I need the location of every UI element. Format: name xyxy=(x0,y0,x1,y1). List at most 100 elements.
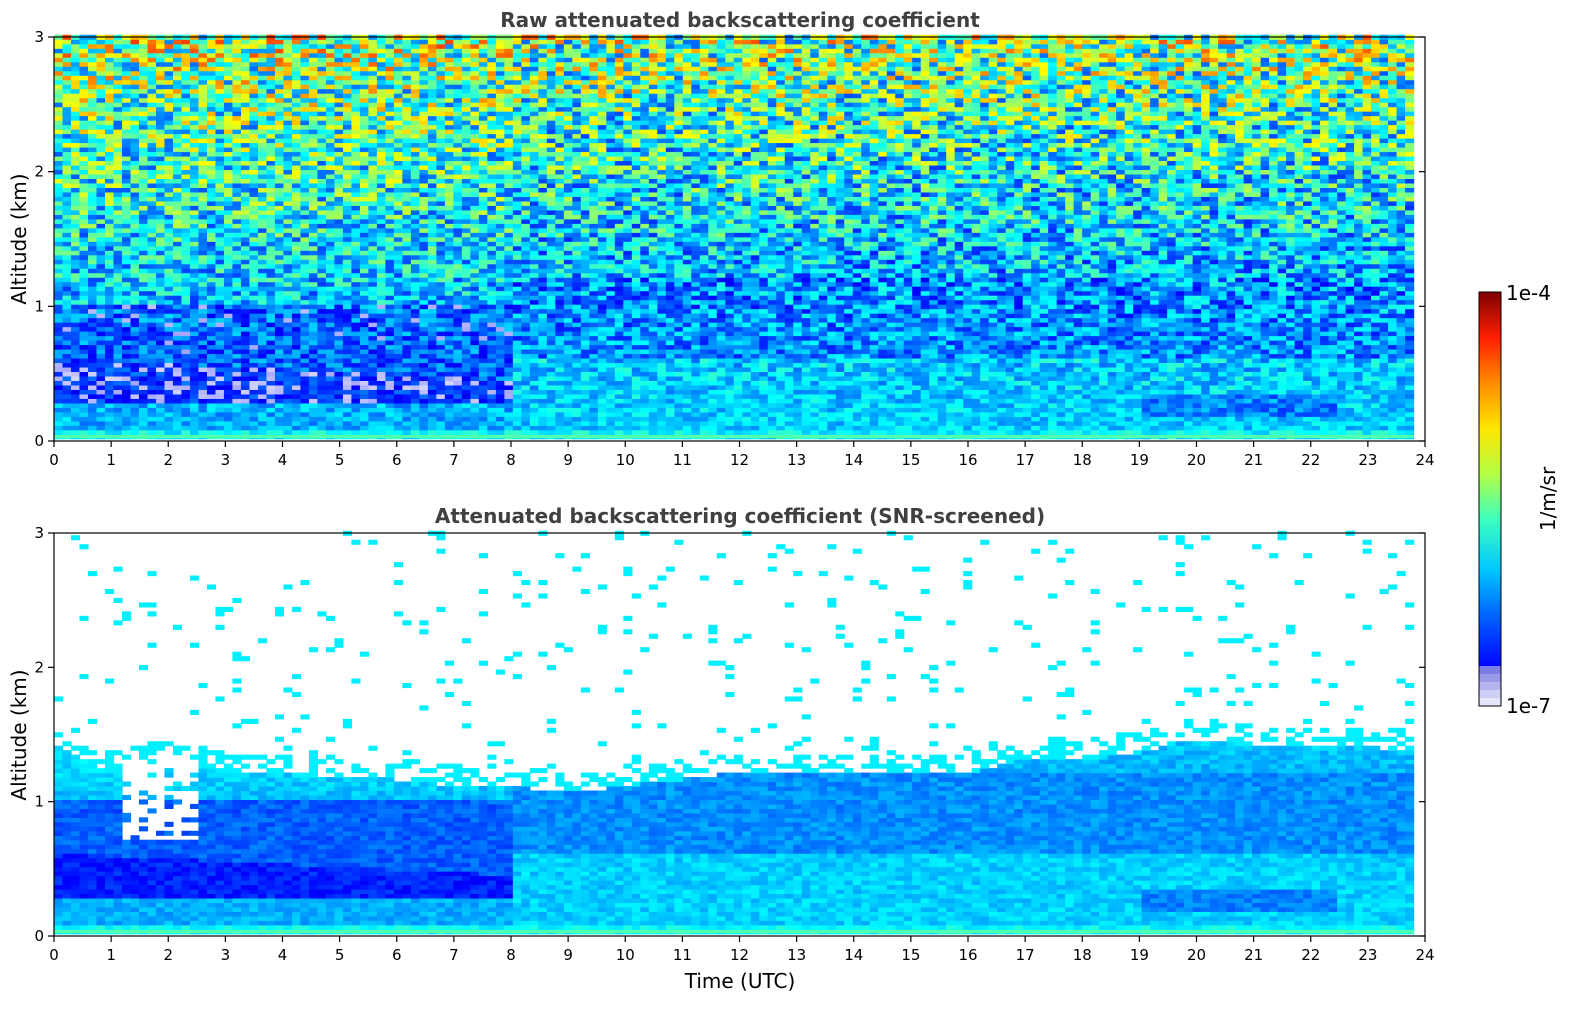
heatmap-cell xyxy=(104,200,115,206)
heatmap-cell xyxy=(376,39,386,45)
heatmap-cell xyxy=(461,232,471,238)
heatmap-cell xyxy=(274,335,285,341)
heatmap-cell xyxy=(283,295,293,301)
heatmap-cell xyxy=(283,304,293,310)
heatmap-cell xyxy=(249,205,259,211)
heatmap-cell xyxy=(402,106,412,112)
heatmap-cell xyxy=(317,75,327,81)
heatmap-cell xyxy=(393,411,403,417)
heatmap-cell xyxy=(470,133,480,139)
heatmap-cell xyxy=(334,88,344,94)
heatmap-cell xyxy=(325,326,336,332)
heatmap-cell xyxy=(274,155,285,162)
heatmap-cell xyxy=(359,187,369,193)
heatmap-cell xyxy=(461,331,471,337)
heatmap-cell xyxy=(121,281,132,287)
heatmap-cell xyxy=(164,254,174,260)
heatmap-cell xyxy=(172,295,183,301)
heatmap-cell xyxy=(487,398,497,404)
heatmap-cell xyxy=(104,124,115,130)
heatmap-cell xyxy=(70,348,81,355)
heatmap-cell xyxy=(87,331,98,337)
heatmap-cell xyxy=(198,317,208,323)
heatmap-cell xyxy=(189,209,200,215)
heatmap-cell xyxy=(206,133,217,139)
heatmap-cell xyxy=(164,277,174,283)
heatmap-cell xyxy=(198,326,208,332)
heatmap-cell xyxy=(385,232,395,238)
heatmap-cell xyxy=(291,326,302,332)
heatmap-cell xyxy=(96,205,106,211)
heatmap-cell xyxy=(266,57,276,63)
heatmap-cell xyxy=(334,191,344,197)
heatmap-cell xyxy=(402,290,412,296)
heatmap-cell xyxy=(164,200,174,206)
heatmap-cell xyxy=(96,344,106,350)
heatmap-cell xyxy=(419,313,429,319)
heatmap-cell xyxy=(376,407,386,413)
heatmap-cell xyxy=(206,407,217,413)
heatmap-cell xyxy=(487,250,497,256)
heatmap-cell xyxy=(325,281,336,287)
heatmap-cell xyxy=(215,402,225,408)
heatmap-cell xyxy=(453,205,463,211)
heatmap-cell xyxy=(308,299,319,305)
heatmap-cell xyxy=(181,407,191,413)
heatmap-cell xyxy=(113,254,123,260)
heatmap-cell xyxy=(189,75,200,81)
heatmap-cell xyxy=(138,151,149,157)
heatmap-cell xyxy=(54,61,64,67)
heatmap-cell xyxy=(79,259,89,265)
heatmap-cell xyxy=(87,322,98,328)
heatmap-cell xyxy=(54,411,64,417)
heatmap-cell xyxy=(232,205,242,211)
heatmap-cell xyxy=(376,61,386,67)
heatmap-cell xyxy=(70,93,81,99)
heatmap-cell xyxy=(402,218,412,224)
heatmap-cell xyxy=(436,317,446,323)
heatmap-cell xyxy=(504,52,514,58)
heatmap-cell xyxy=(504,375,514,381)
heatmap-cell xyxy=(487,93,497,99)
panel-raw-heatmap xyxy=(54,34,1415,440)
heatmap-cell xyxy=(164,425,174,431)
heatmap-cell xyxy=(495,133,505,139)
heatmap-cell xyxy=(283,102,293,108)
heatmap-cell xyxy=(470,402,480,408)
heatmap-cell xyxy=(121,129,132,135)
heatmap-cell xyxy=(470,142,480,148)
heatmap-cell xyxy=(283,43,293,49)
heatmap-cell xyxy=(155,398,166,404)
heatmap-cell xyxy=(62,52,72,58)
heatmap-cell xyxy=(410,281,420,287)
heatmap-cell xyxy=(521,371,531,377)
heatmap-cell xyxy=(385,79,395,85)
heatmap-cell xyxy=(181,313,191,319)
heatmap-cell xyxy=(274,120,285,126)
heatmap-cell xyxy=(223,178,234,184)
heatmap-cell xyxy=(70,241,81,247)
heatmap-cell xyxy=(181,160,191,166)
heatmap-cell xyxy=(87,420,98,426)
heatmap-cell xyxy=(478,263,488,269)
heatmap-cell xyxy=(121,371,132,377)
heatmap-cell xyxy=(138,70,149,76)
heatmap-cell xyxy=(300,88,310,94)
heatmap-cell xyxy=(444,227,454,233)
heatmap-cell xyxy=(410,326,420,332)
heatmap-cell xyxy=(266,245,276,251)
heatmap-cell xyxy=(198,115,208,121)
heatmap-cell xyxy=(317,232,327,238)
heatmap-cell xyxy=(96,57,106,63)
heatmap-cell xyxy=(79,375,89,381)
heatmap-cell xyxy=(487,227,497,233)
heatmap-cell xyxy=(385,380,395,386)
heatmap-cell xyxy=(359,146,369,153)
heatmap-cell xyxy=(402,52,412,58)
heatmap-cell xyxy=(164,308,174,314)
heatmap-cell xyxy=(402,138,412,144)
heatmap-cell xyxy=(215,304,225,310)
heatmap-cell xyxy=(232,61,242,67)
heatmap-cell xyxy=(147,173,157,179)
heatmap-cell xyxy=(359,227,369,233)
